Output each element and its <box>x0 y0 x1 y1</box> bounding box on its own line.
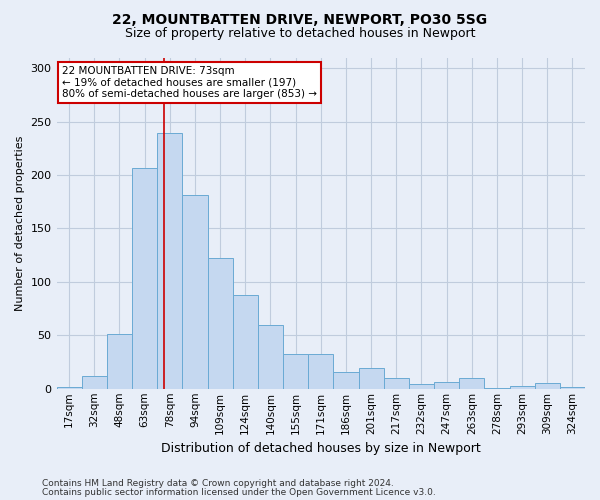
Bar <box>334 372 359 389</box>
Bar <box>132 168 157 389</box>
X-axis label: Distribution of detached houses by size in Newport: Distribution of detached houses by size … <box>161 442 481 455</box>
Bar <box>484 388 509 389</box>
Bar <box>283 354 308 389</box>
Text: Size of property relative to detached houses in Newport: Size of property relative to detached ho… <box>125 28 475 40</box>
Bar <box>182 196 208 389</box>
Y-axis label: Number of detached properties: Number of detached properties <box>15 136 25 311</box>
Bar <box>459 378 484 389</box>
Bar <box>535 384 560 389</box>
Bar <box>157 134 182 389</box>
Bar <box>107 334 132 389</box>
Bar <box>308 354 334 389</box>
Bar <box>359 368 383 389</box>
Text: Contains HM Land Registry data © Crown copyright and database right 2024.: Contains HM Land Registry data © Crown c… <box>42 479 394 488</box>
Bar <box>383 378 409 389</box>
Bar <box>208 258 233 389</box>
Bar <box>258 324 283 389</box>
Text: Contains public sector information licensed under the Open Government Licence v3: Contains public sector information licen… <box>42 488 436 497</box>
Text: 22 MOUNTBATTEN DRIVE: 73sqm
← 19% of detached houses are smaller (197)
80% of se: 22 MOUNTBATTEN DRIVE: 73sqm ← 19% of det… <box>62 66 317 99</box>
Bar <box>434 382 459 389</box>
Bar <box>409 384 434 389</box>
Bar <box>509 386 535 389</box>
Text: 22, MOUNTBATTEN DRIVE, NEWPORT, PO30 5SG: 22, MOUNTBATTEN DRIVE, NEWPORT, PO30 5SG <box>112 12 488 26</box>
Bar <box>233 294 258 389</box>
Bar <box>560 386 585 389</box>
Bar <box>56 386 82 389</box>
Bar <box>82 376 107 389</box>
